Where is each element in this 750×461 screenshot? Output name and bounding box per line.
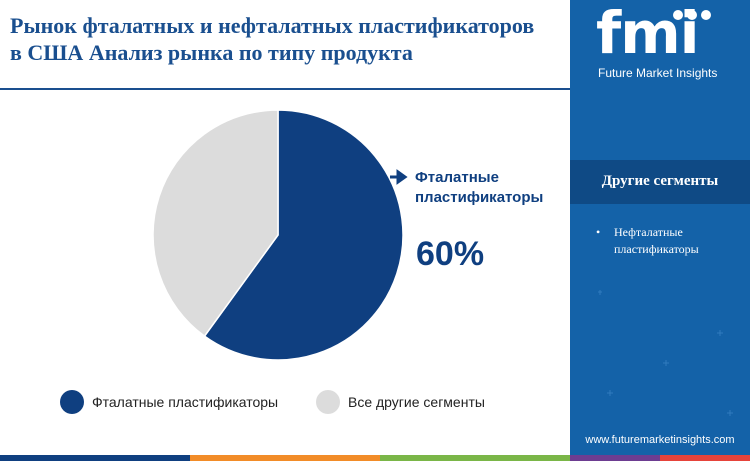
logo-caption: Future Market Insights [598,66,718,80]
title-line-1: Рынок фталатных и нефталатных пластифика… [10,13,535,38]
legend: Фталатные пластификаторы Все другие сегм… [60,390,560,416]
svg-text:Фталатные пластификаторы: Фталатные пластификаторы [415,169,543,206]
sparkle-decoration [598,290,733,416]
list-item: • Нефталатные пластификаторы [594,224,744,258]
pie-slice-other [152,109,279,338]
title-line-2: в США Анализ рынка по типу продукта [10,40,413,65]
website-link[interactable]: www.futuremarketinsights.com [585,434,735,446]
callout: Фталатные пластификаторы 60% [390,169,543,273]
logo-letters: fmi [596,0,700,67]
chart-title: Рынок фталатных и нефталатных пластифика… [10,12,565,66]
title-divider [0,88,570,90]
callout-arrow-icon [390,169,408,185]
callout-label-line-2: пластификаторы [415,189,543,206]
callout-value: 60% [416,235,484,273]
pie-chart: Фталатные пластификаторы 60% [152,109,543,361]
pie-slice-phthalate [203,109,404,361]
fmi-logo: fmi Future Market Insights [570,0,750,90]
callout-label-line-1: Фталатные [415,169,499,186]
legend-swatch-other [316,390,340,414]
other-segments-list: • Нефталатные пластификаторы [594,224,744,258]
accent-bar [0,455,750,461]
legend-swatch-phthalate [60,390,84,414]
globe-icon [673,10,711,20]
legend-label-other: Все другие сегменты [348,394,485,410]
other-segments-title: Другие сегменты [601,173,719,189]
legend-label-phthalate: Фталатные пластификаторы [92,394,279,410]
side-panel: fmi Future Market Insights Другие сегмен… [570,0,750,461]
bullet-icon: • [596,225,601,239]
other-segments-header: Другие сегменты [570,160,750,204]
pie-slices [152,109,404,361]
segment-label: Нефталатные пластификаторы [614,225,699,256]
